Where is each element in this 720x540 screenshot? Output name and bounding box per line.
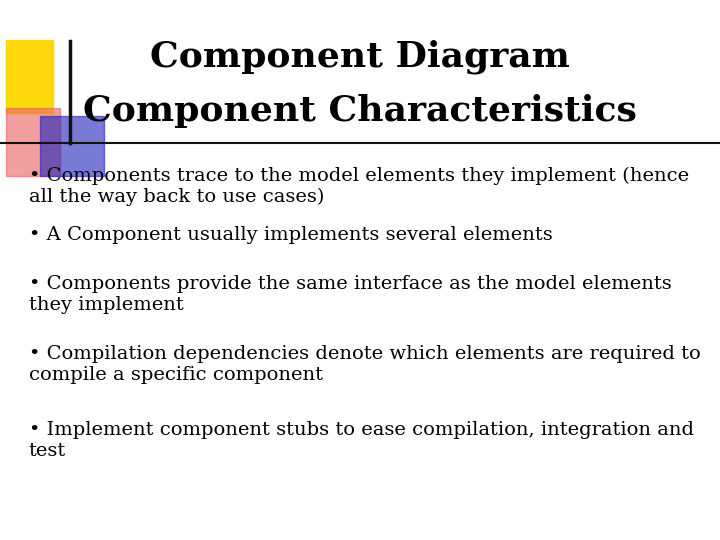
- Bar: [40, 116, 104, 176]
- Text: Component Diagram: Component Diagram: [150, 39, 570, 74]
- Text: • Implement component stubs to ease compilation, integration and
test: • Implement component stubs to ease comp…: [29, 421, 694, 460]
- Bar: [6, 108, 60, 176]
- Text: Component Characteristics: Component Characteristics: [83, 94, 637, 127]
- Text: • Compilation dependencies denote which elements are required to
compile a speci: • Compilation dependencies denote which …: [29, 345, 701, 384]
- Text: • Components provide the same interface as the model elements
they implement: • Components provide the same interface …: [29, 275, 672, 314]
- Text: • A Component usually implements several elements: • A Component usually implements several…: [29, 226, 552, 244]
- Bar: [6, 40, 53, 113]
- Text: • Components trace to the model elements they implement (hence
all the way back : • Components trace to the model elements…: [29, 167, 689, 206]
